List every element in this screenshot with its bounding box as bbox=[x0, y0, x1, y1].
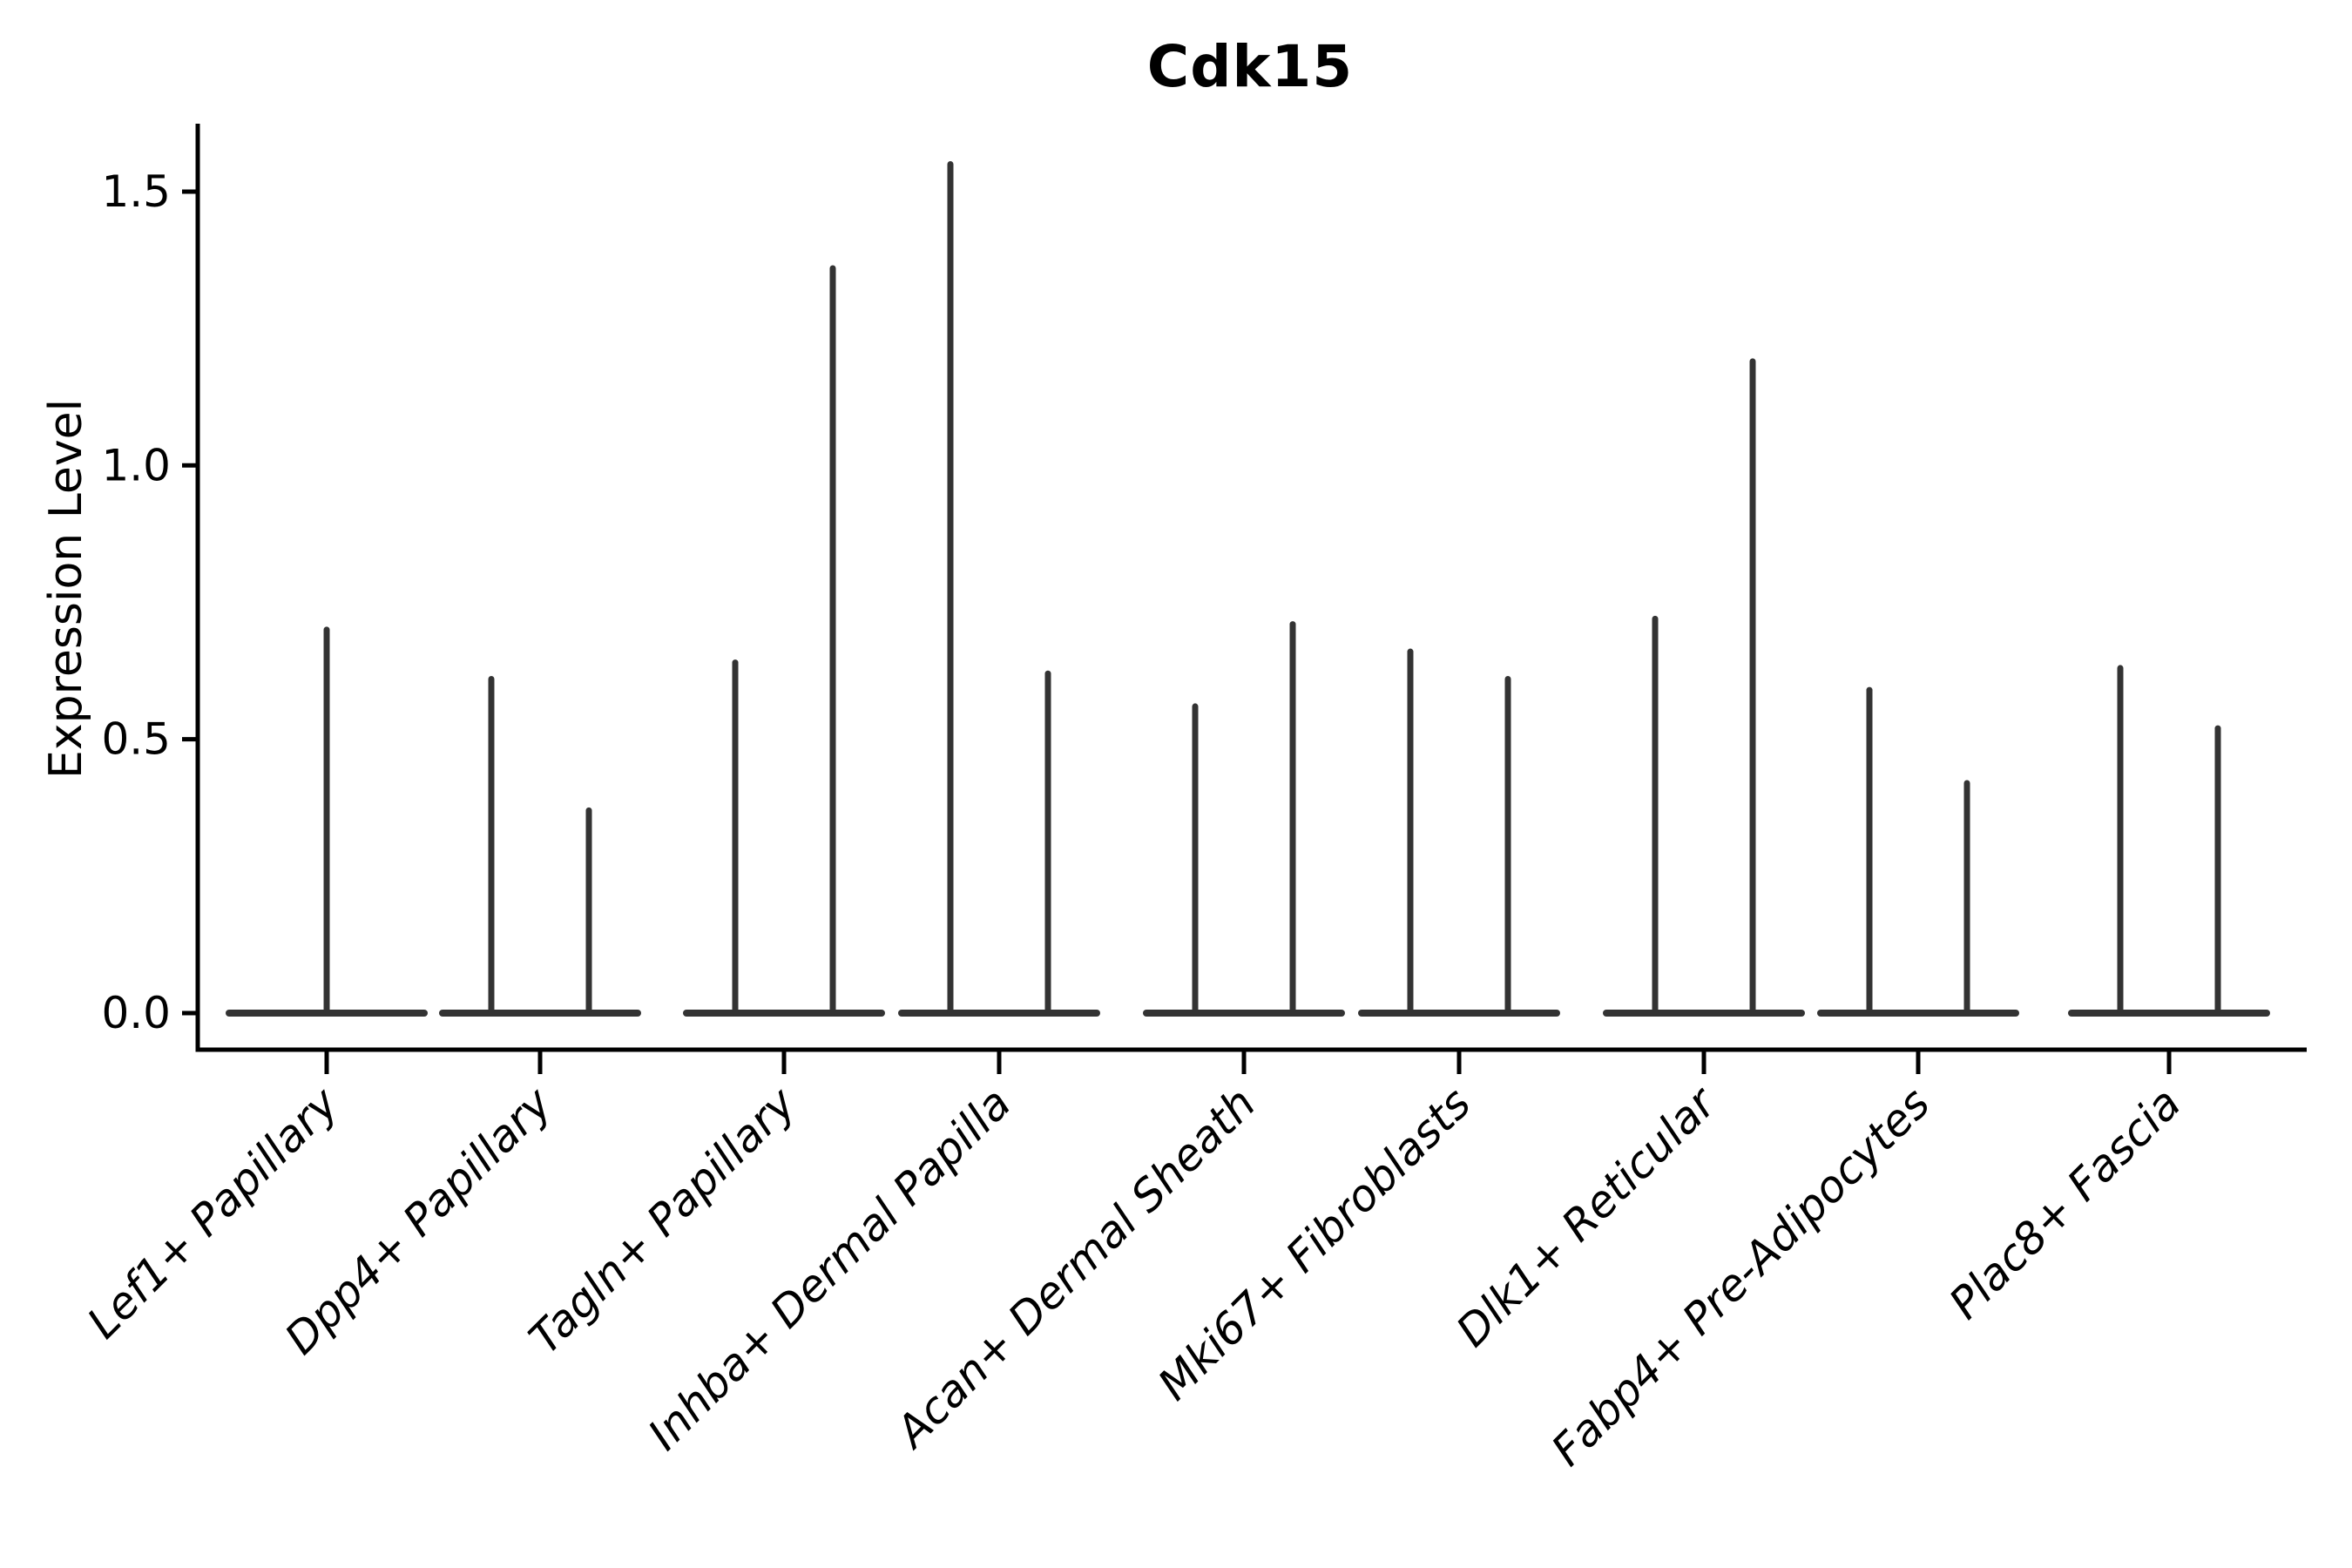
x-tick-label: Plac8+ Fascia bbox=[1940, 1078, 2191, 1328]
y-tick-label: 0.5 bbox=[101, 714, 171, 765]
y-tick-label: 0.0 bbox=[101, 988, 171, 1038]
x-tick-label: Fabp4+ Pre-Adipocytes bbox=[1542, 1078, 1940, 1476]
chart-title: Cdk15 bbox=[1146, 33, 1354, 100]
y-tick-label: 1.5 bbox=[101, 166, 171, 217]
y-tick-label: 1.0 bbox=[101, 440, 171, 490]
